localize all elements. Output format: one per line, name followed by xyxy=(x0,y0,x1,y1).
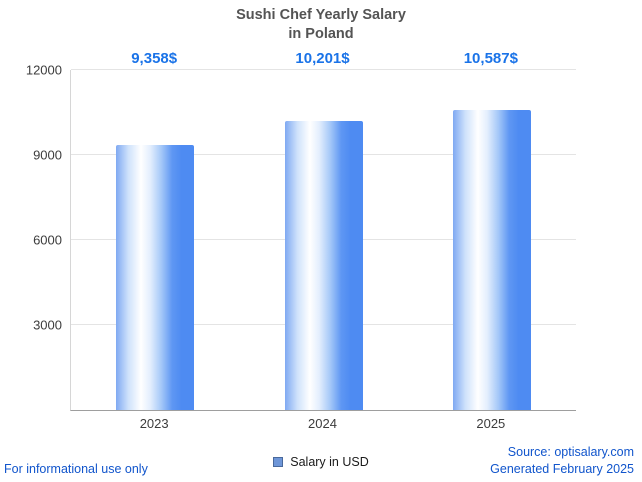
x-tick-label-2023: 2023 xyxy=(139,416,169,431)
legend-swatch-icon xyxy=(273,457,284,467)
y-tick-label-3000: 3000 xyxy=(33,317,62,333)
bar-2023 xyxy=(116,144,195,410)
generated-date: Generated February 2025 xyxy=(490,462,634,477)
x-tick-label-2024: 2024 xyxy=(308,416,337,431)
bar-2025 xyxy=(452,110,531,410)
gridline-12000 xyxy=(71,69,576,70)
plot-area xyxy=(70,69,576,411)
footer-disclaimer: For informational use only xyxy=(4,462,148,476)
chart-title: Sushi Chef Yearly Salary in Poland xyxy=(0,6,642,44)
value-labels-row: 9,358$ 10,201$ 10,587$ xyxy=(70,50,575,72)
value-label-2025: 10,587$ xyxy=(463,50,518,67)
y-tick-label-12000: 12000 xyxy=(25,62,62,78)
legend-label: Salary in USD xyxy=(290,455,369,469)
bar-2024 xyxy=(284,120,363,410)
y-tick-label-6000: 6000 xyxy=(33,232,62,248)
chart-title-line1: Sushi Chef Yearly Salary xyxy=(236,7,406,23)
legend: Salary in USD xyxy=(0,455,642,469)
y-tick-label-9000: 9000 xyxy=(33,147,62,163)
x-axis: 2023 2024 2025 xyxy=(70,416,575,434)
chart-title-line2: in Poland xyxy=(288,25,354,42)
footer-source-block: Source: optisalary.com Generated Februar… xyxy=(490,444,634,478)
value-label-2024: 10,201$ xyxy=(295,50,350,67)
y-axis: 3000 6000 9000 12000 xyxy=(0,63,62,410)
x-tick-label-2025: 2025 xyxy=(476,416,506,431)
value-label-2023: 9,358$ xyxy=(131,50,178,67)
source-link[interactable]: Source: optisalary.com xyxy=(507,445,634,460)
